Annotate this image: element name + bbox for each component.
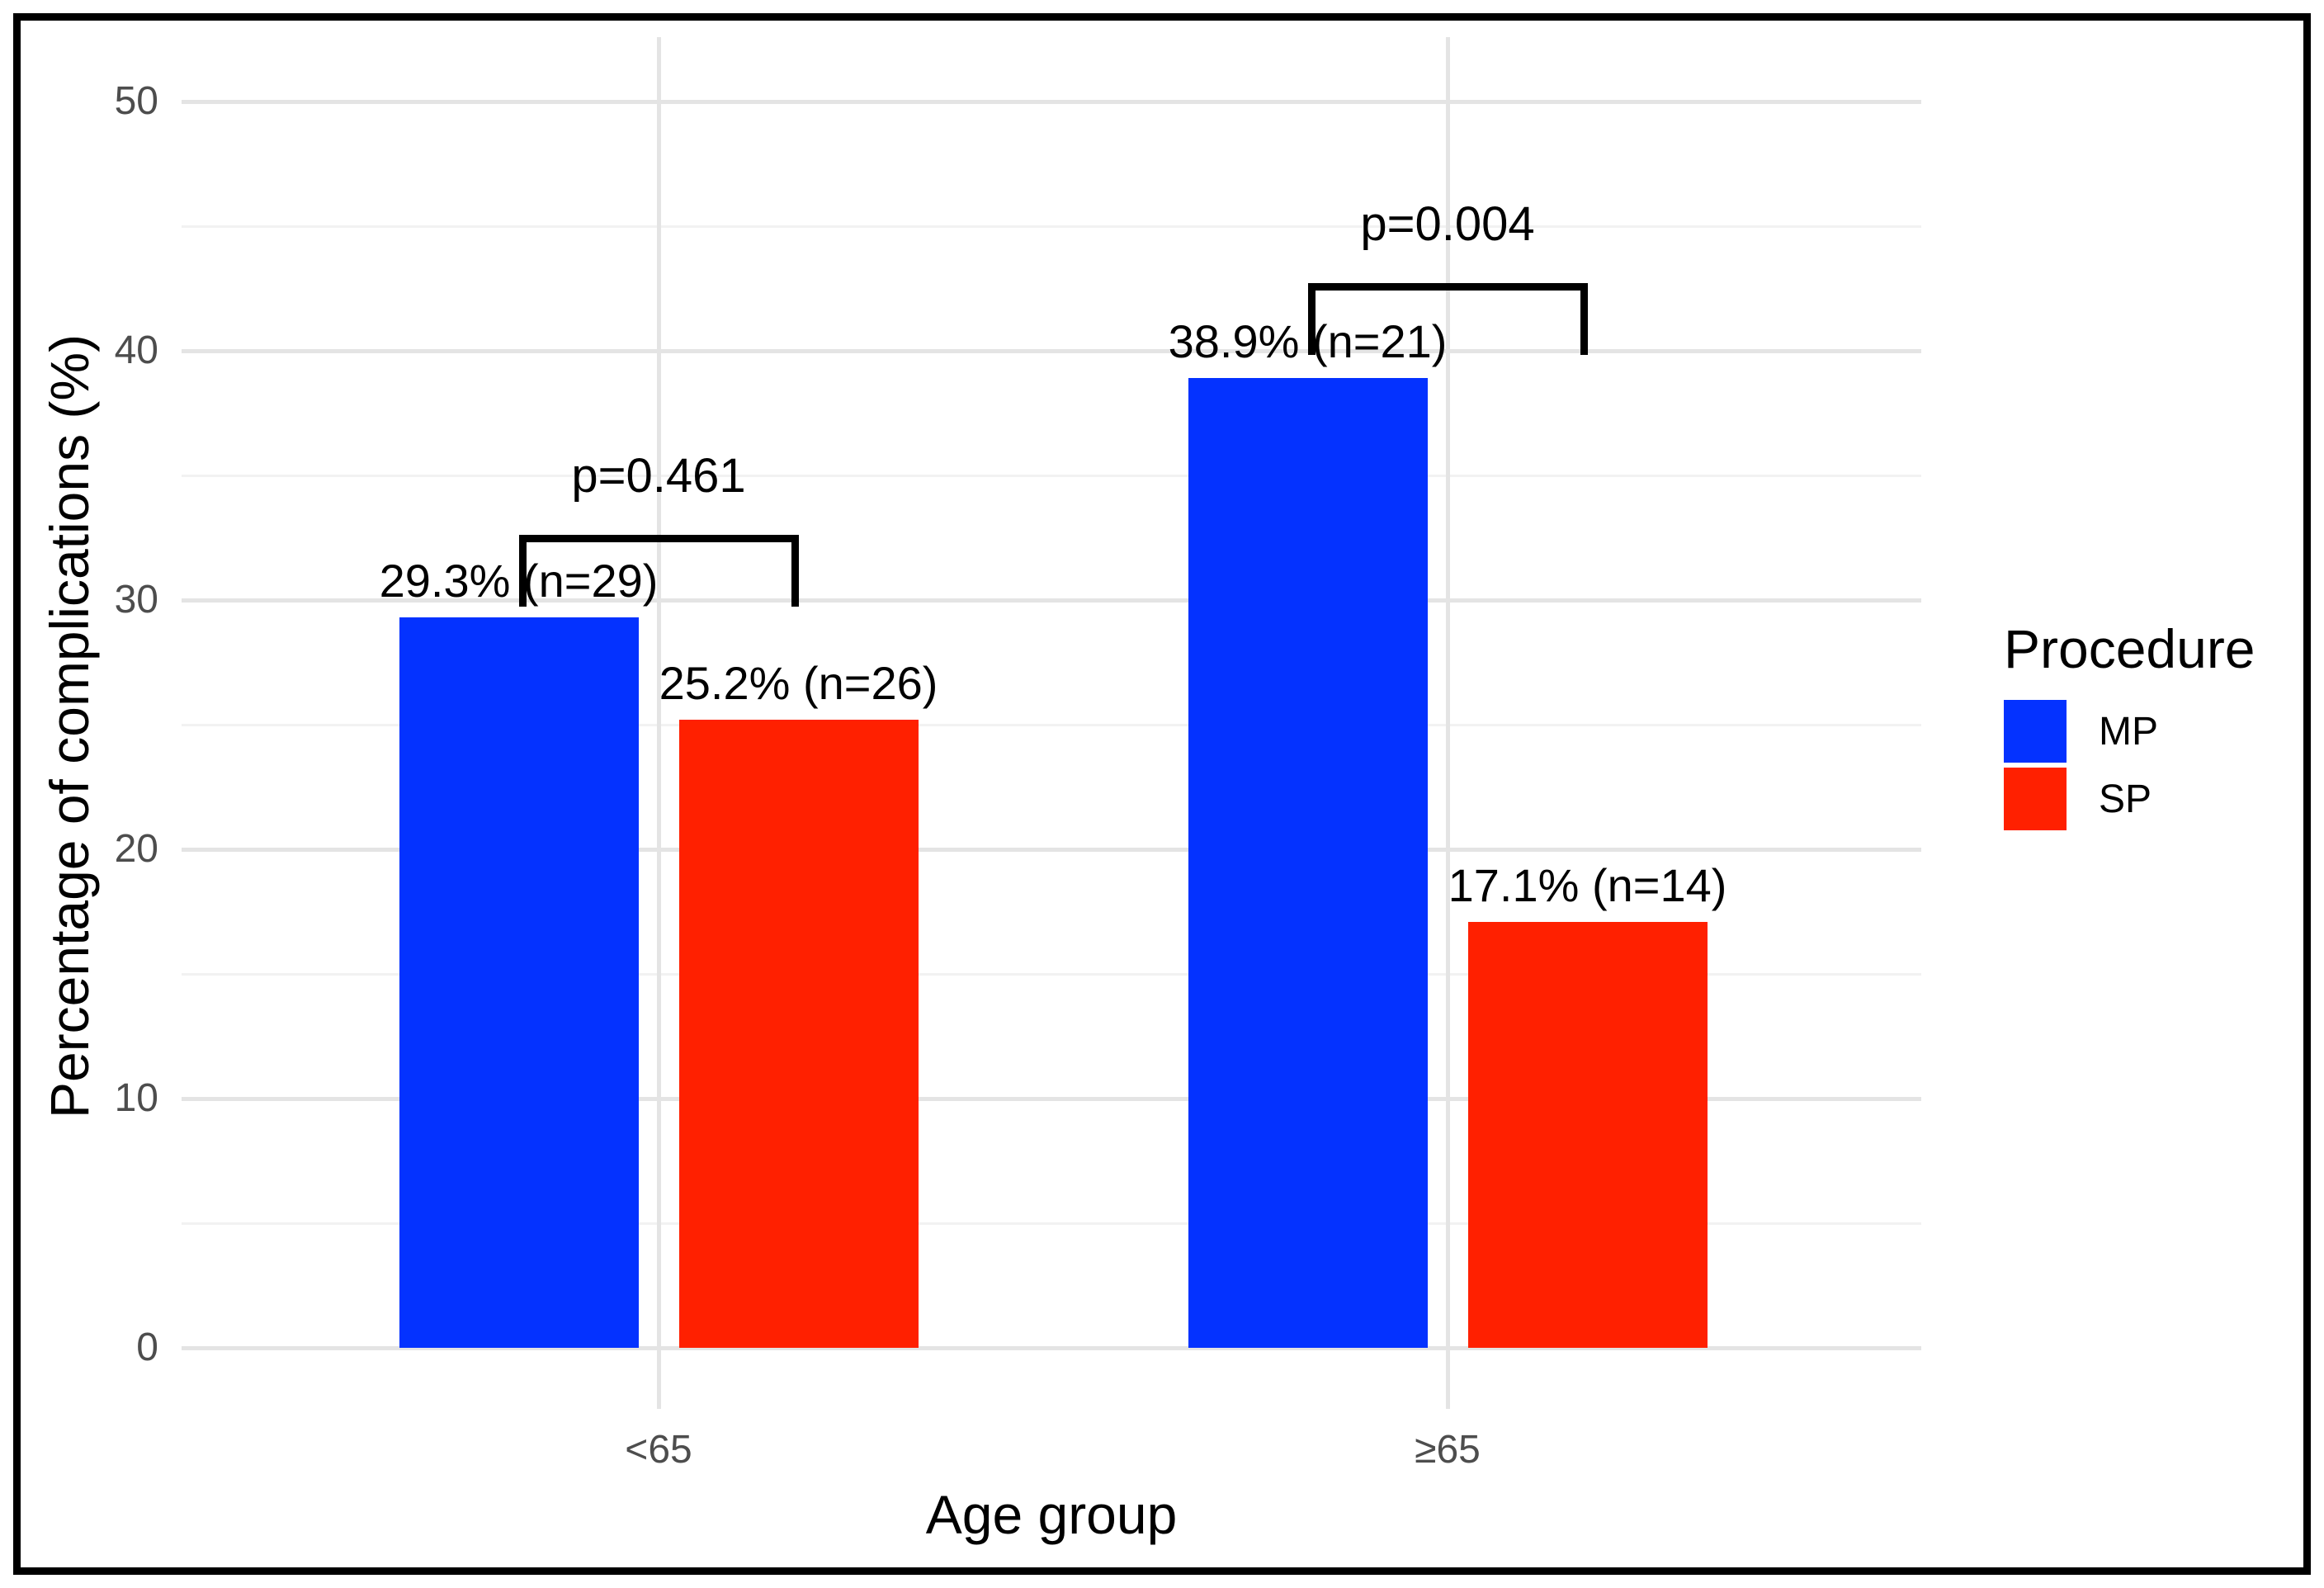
legend-swatch-mp [2004, 700, 2067, 763]
gridline-major [182, 99, 1921, 104]
gridline-major [182, 1345, 1921, 1350]
bar-sp-0 [678, 719, 919, 1348]
x-axis-title: Age group [925, 1484, 1178, 1545]
significance-bracket [518, 535, 799, 607]
bar-value-label: 25.2% (n=26) [659, 656, 938, 709]
y-tick-label: 40 [114, 328, 158, 372]
gridline-major [182, 1096, 1921, 1101]
y-tick-label: 10 [114, 1076, 158, 1120]
x-tick-label: <65 [625, 1428, 692, 1472]
y-tick-label: 20 [114, 827, 158, 871]
significance-bracket [1307, 283, 1588, 356]
x-axis-tick [656, 1348, 661, 1409]
gridline-major [182, 847, 1921, 852]
gridline-vertical [1445, 37, 1450, 1348]
legend-title: Procedure [2004, 618, 2256, 679]
bar-value-label: 17.1% (n=14) [1448, 858, 1727, 911]
gridline-vertical [656, 37, 661, 1348]
y-tick-label: 30 [114, 578, 158, 621]
gridline-major [182, 348, 1921, 353]
p-value-label: p=0.461 [571, 449, 746, 503]
gridline-major [182, 598, 1921, 603]
x-axis-tick [1445, 1348, 1450, 1409]
bar-mp-1 [1188, 378, 1428, 1348]
p-value-label: p=0.004 [1360, 197, 1535, 252]
y-tick-label: 0 [136, 1326, 158, 1369]
plot-panel: 29.3% (n=29) 38.9% (n=21) 25.2% (n=26) 17.1… [182, 37, 1921, 1409]
bar-sp-1 [1467, 921, 1708, 1348]
legend-label-mp: MP [2099, 709, 2158, 754]
gridline-minor [182, 224, 1921, 228]
y-axis-title: Percentage of complications (%) [39, 333, 100, 1119]
y-tick-label: 50 [114, 79, 158, 123]
legend-swatch-sp [2004, 768, 2067, 830]
gridline-minor [182, 972, 1921, 976]
x-tick-label: ≥65 [1415, 1428, 1481, 1472]
bar-mp-0 [399, 617, 639, 1348]
legend-label-sp: SP [2099, 777, 2152, 821]
gridline-minor [182, 1222, 1921, 1225]
gridline-minor [182, 474, 1921, 477]
gridline-minor [182, 723, 1921, 726]
